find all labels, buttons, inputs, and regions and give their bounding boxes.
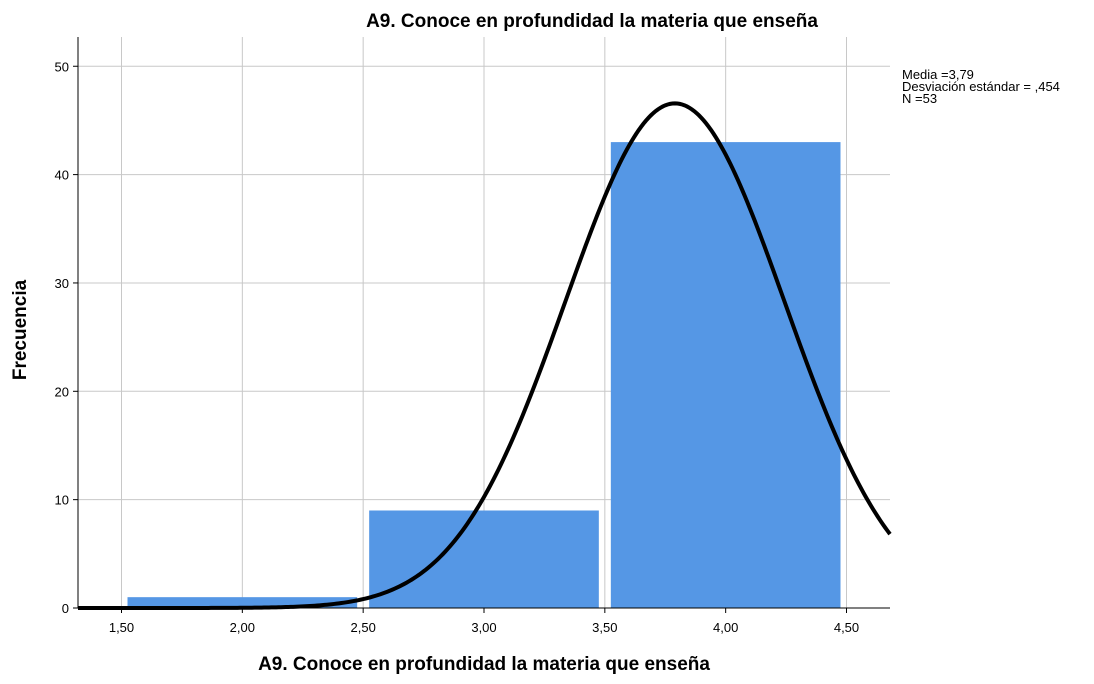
y-tick-label-5: 50: [55, 59, 69, 74]
y-axis-label: Frecuencia: [10, 279, 31, 380]
x-tick-label-0: 1,50: [109, 620, 134, 635]
bars: [127, 142, 841, 608]
x-tick-labels: 1,50 2,00 2,50 3,00 3,50 4,00 4,50: [109, 620, 859, 635]
x-tick-label-2: 2,50: [351, 620, 376, 635]
stats-line-0: Media =3,79: [902, 67, 974, 82]
axes: [73, 37, 890, 613]
y-tick-labels: 0 10 20 30 40 50: [55, 59, 69, 616]
histogram-bar-2: [610, 142, 841, 608]
histogram-bar-0: [127, 597, 358, 608]
y-tick-label-2: 20: [55, 384, 69, 399]
stats-line-1: Desviación estándar = ,454: [902, 79, 1060, 94]
stats-line-2: N =53: [902, 91, 937, 106]
x-axis-label: A9. Conoce en profundidad la materia que…: [258, 654, 710, 675]
x-tick-label-4: 3,50: [592, 620, 617, 635]
x-tick-label-3: 3,00: [471, 620, 496, 635]
x-tick-label-5: 4,00: [713, 620, 738, 635]
y-tick-label-0: 0: [62, 601, 69, 616]
histogram-bar-1: [369, 510, 599, 608]
x-tick-label-6: 4,50: [834, 620, 859, 635]
x-tick-label-1: 2,00: [230, 620, 255, 635]
y-tick-label-4: 40: [55, 168, 69, 183]
y-tick-label-1: 10: [55, 493, 69, 508]
y-tick-label-3: 30: [55, 276, 69, 291]
chart-title: A9. Conoce en profundidad la materia que…: [366, 11, 818, 32]
